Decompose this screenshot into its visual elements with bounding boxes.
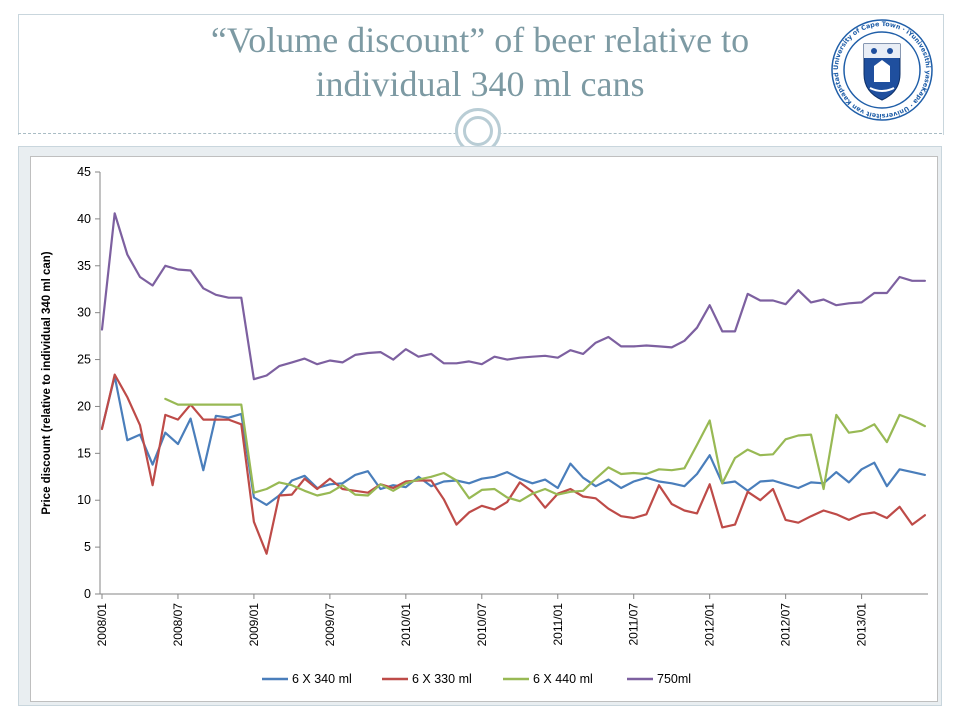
legend-label: 6 X 440 ml [533, 672, 593, 686]
legend-label: 750ml [657, 672, 691, 686]
y-tick-label: 10 [77, 493, 91, 507]
slide-title-frame [18, 14, 944, 135]
x-tick-label: 2011/01 [551, 603, 565, 646]
y-tick-label: 30 [77, 306, 91, 320]
series-line-4 [100, 212, 926, 381]
x-axis: 2008/01 2008/07 2009/01 2009/07 2010/01 2010/… [95, 593, 928, 647]
x-tick-label: 2008/07 [171, 603, 185, 647]
legend: 6 X 340 ml 6 X 330 ml 6 X 440 ml 750ml [262, 672, 691, 686]
x-tick-label: 2012/07 [779, 603, 793, 647]
x-tick-label: 2009/07 [323, 603, 337, 647]
series-line-2 [100, 373, 926, 555]
y-tick-label: 40 [77, 212, 91, 226]
x-tick-label: 2010/07 [475, 603, 489, 647]
x-tick-label: 2009/01 [247, 603, 261, 647]
y-tick-label: 20 [77, 399, 91, 413]
y-tick-label: 25 [77, 353, 91, 367]
series-line-1 [100, 375, 926, 506]
x-tick-label: 2012/01 [703, 603, 717, 647]
slide-title-line-2: individual 340 ml cans [315, 64, 645, 104]
y-axis: 0 5 10 15 20 25 30 35 40 45 [77, 165, 101, 601]
university-logo: University of Cape Town · iYunivesithi y… [831, 19, 933, 121]
y-axis-label: Price discount (relative to individual 3… [41, 251, 53, 514]
y-tick-label: 5 [84, 540, 91, 554]
y-tick-label: 45 [77, 165, 91, 179]
x-tick-label: 2013/01 [855, 603, 869, 647]
slide-title-line-1: “Volume discount” of beer relative to [210, 20, 750, 60]
series-lines [100, 212, 926, 555]
legend-label: 6 X 330 ml [412, 672, 472, 686]
chart-panel [30, 156, 938, 702]
series-line-3 [164, 397, 926, 503]
slide-title: “Volume discount” of beer relative to in… [120, 18, 840, 106]
x-tick-label: 2008/01 [95, 603, 109, 647]
y-tick-label: 15 [77, 446, 91, 460]
x-tick-label: 2010/01 [399, 603, 413, 647]
legend-label: 6 X 340 ml [292, 672, 352, 686]
shield-crest-icon [863, 43, 901, 101]
x-tick-label: 2011/07 [627, 603, 641, 646]
y-tick-label: 35 [77, 259, 91, 273]
y-tick-label: 0 [84, 587, 91, 601]
